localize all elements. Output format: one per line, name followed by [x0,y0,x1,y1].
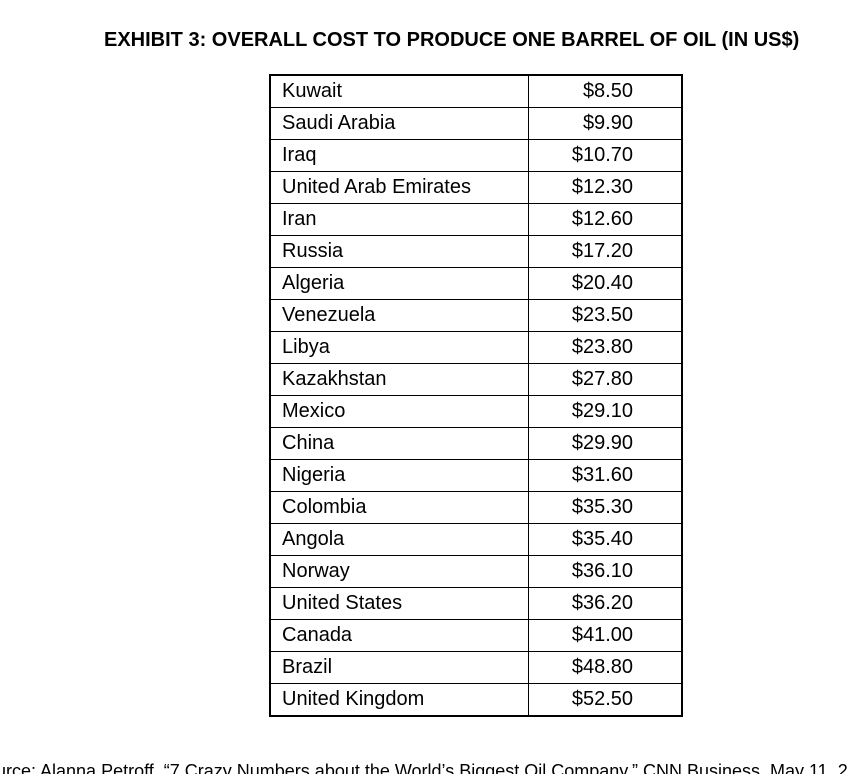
table-row: Kazakhstan $27.80 [269,363,683,396]
table-row: United Kingdom $52.50 [269,683,683,717]
country-cell: Kuwait [269,74,529,108]
table-row: Canada $41.00 [269,619,683,652]
table-row: Colombia $35.30 [269,491,683,524]
table-row: Russia $17.20 [269,235,683,268]
cost-cell: $48.80 [527,651,683,684]
table-row: Mexico $29.10 [269,395,683,428]
cost-cell: $8.50 [527,74,683,108]
table-row: Norway $36.10 [269,555,683,588]
country-cell: United States [269,587,529,620]
table-row: Angola $35.40 [269,523,683,556]
cost-cell: $23.50 [527,299,683,332]
country-cell: Venezuela [269,299,529,332]
source-note: urce: Alanna Petroff, “7 Crazy Numbers a… [0,761,848,774]
cost-cell: $27.80 [527,363,683,396]
country-cell: China [269,427,529,460]
table-row: China $29.90 [269,427,683,460]
country-cell: Norway [269,555,529,588]
cost-cell: $52.50 [527,683,683,717]
cost-cell: $35.30 [527,491,683,524]
cost-cell: $29.10 [527,395,683,428]
table-row: Nigeria $31.60 [269,459,683,492]
country-cell: Nigeria [269,459,529,492]
country-cell: Libya [269,331,529,364]
table-row: Saudi Arabia $9.90 [269,107,683,140]
country-cell: Kazakhstan [269,363,529,396]
oil-cost-table-body: Kuwait $8.50 Saudi Arabia $9.90 Iraq $10.70 Un… [269,74,683,717]
cost-cell: $17.20 [527,235,683,268]
country-cell: Iraq [269,139,529,172]
cost-cell: $12.60 [527,203,683,236]
table-row: Kuwait $8.50 [269,74,683,108]
country-cell: Iran [269,203,529,236]
cost-cell: $20.40 [527,267,683,300]
table-row: Libya $23.80 [269,331,683,364]
cost-cell: $41.00 [527,619,683,652]
cost-cell: $10.70 [527,139,683,172]
table-row: United Arab Emirates $12.30 [269,171,683,204]
exhibit-title: EXHIBIT 3: OVERALL COST TO PRODUCE ONE B… [104,29,800,51]
table-row: Algeria $20.40 [269,267,683,300]
cost-cell: $29.90 [527,427,683,460]
cost-cell: $9.90 [527,107,683,140]
cost-cell: $35.40 [527,523,683,556]
country-cell: Colombia [269,491,529,524]
country-cell: Saudi Arabia [269,107,529,140]
country-cell: Mexico [269,395,529,428]
cost-cell: $36.20 [527,587,683,620]
country-cell: Russia [269,235,529,268]
cost-cell: $31.60 [527,459,683,492]
country-cell: Angola [269,523,529,556]
cost-cell: $36.10 [527,555,683,588]
table-row: Brazil $48.80 [269,651,683,684]
country-cell: United Arab Emirates [269,171,529,204]
table-row: United States $36.20 [269,587,683,620]
country-cell: Brazil [269,651,529,684]
cost-cell: $12.30 [527,171,683,204]
country-cell: Canada [269,619,529,652]
table-row: Iran $12.60 [269,203,683,236]
table-row: Iraq $10.70 [269,139,683,172]
country-cell: Algeria [269,267,529,300]
country-cell: United Kingdom [269,683,529,717]
oil-cost-table: Kuwait $8.50 Saudi Arabia $9.90 Iraq $10.70 Un… [269,74,683,717]
cost-cell: $23.80 [527,331,683,364]
table-row: Venezuela $23.50 [269,299,683,332]
